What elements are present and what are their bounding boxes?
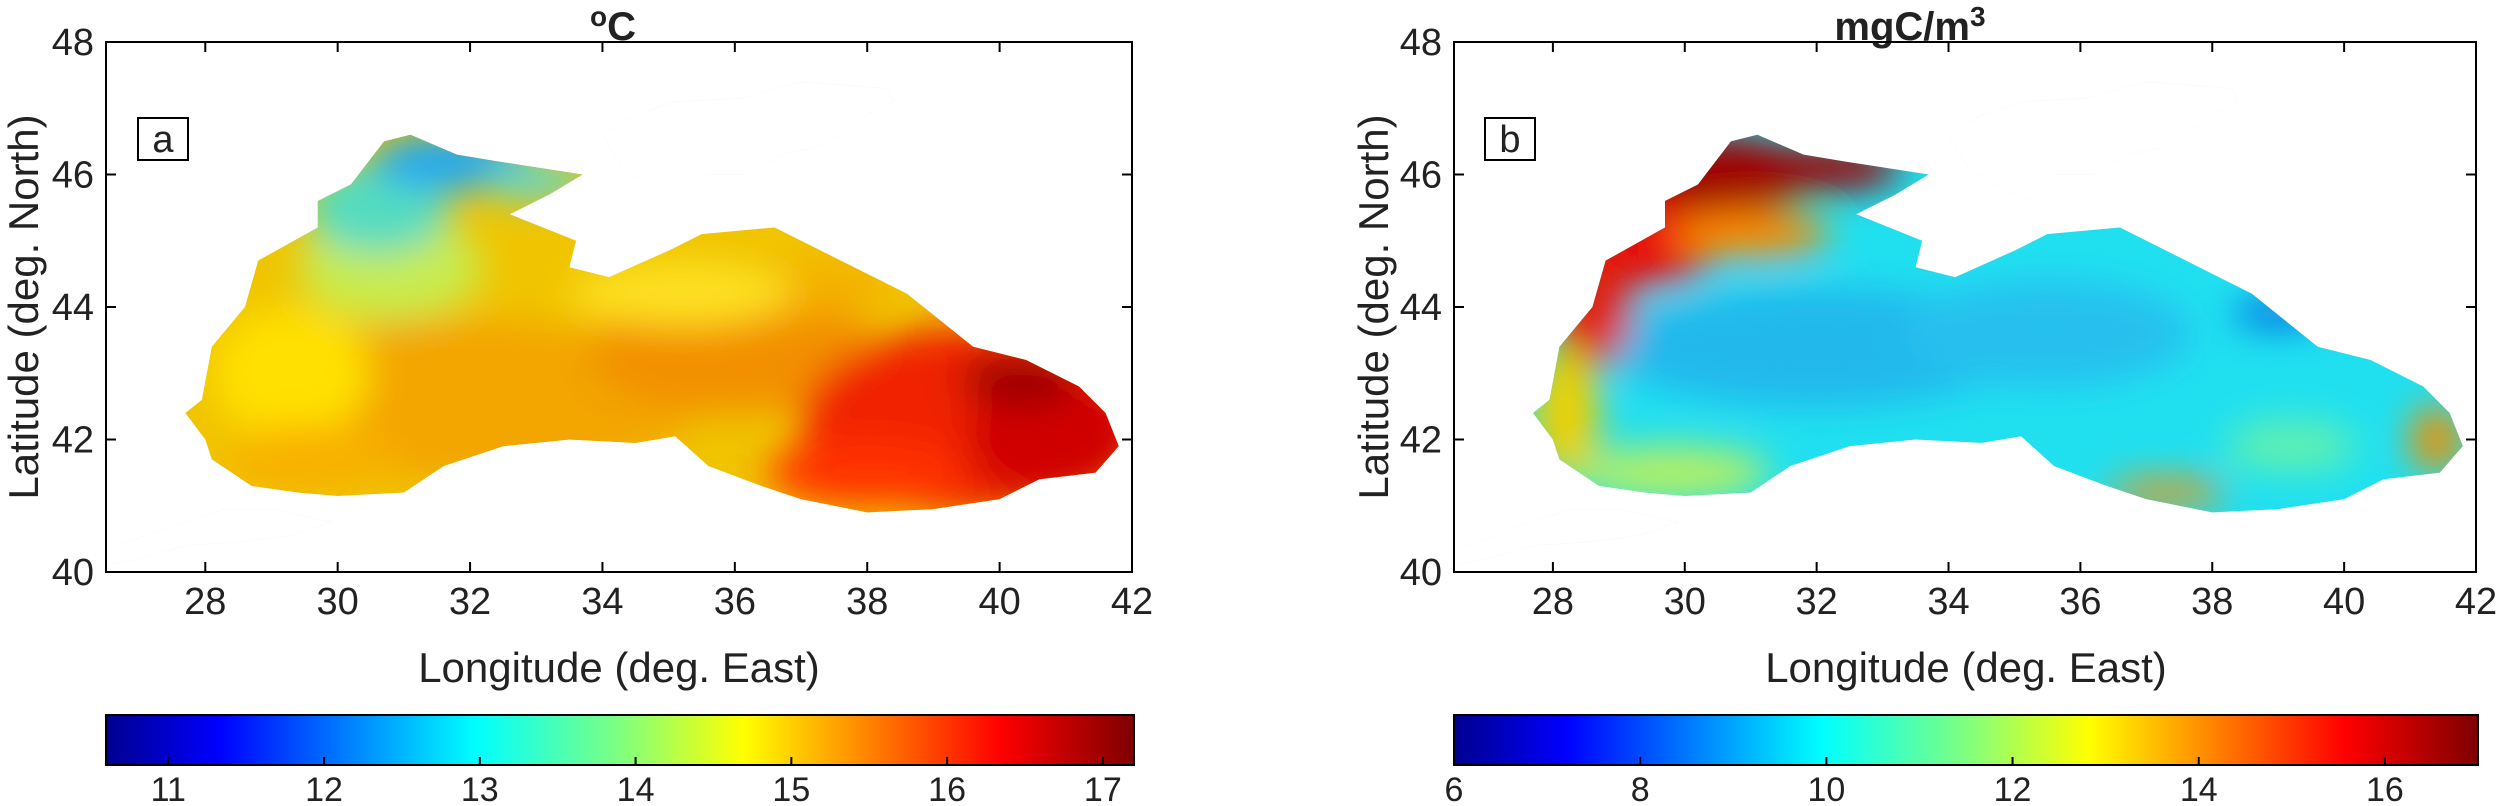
panel-b-xtick-label: 36 bbox=[2059, 581, 2101, 623]
panel-a-ytick-label: 46 bbox=[52, 155, 94, 197]
panel-a-ytick-label: 44 bbox=[52, 287, 94, 329]
panel-b-xtick-label: 32 bbox=[1796, 581, 1838, 623]
panel-b-ytick-label: 42 bbox=[1400, 420, 1442, 462]
panel-b-xtick-label: 30 bbox=[1664, 581, 1706, 623]
panel-b-map bbox=[1421, 42, 2500, 638]
panel-b-xtick-label: 38 bbox=[2191, 581, 2233, 623]
panel-a-map bbox=[73, 42, 1198, 638]
panel-b-colorbar-tick-label: 14 bbox=[2180, 771, 2218, 806]
panel-b-colorbar bbox=[1453, 714, 2479, 766]
panel-b-xtick-label: 42 bbox=[2455, 581, 2497, 623]
panel-b-xtick-label: 28 bbox=[1532, 581, 1574, 623]
panel-a-xtick-label: 34 bbox=[581, 581, 623, 623]
panel-a-xtick-label: 32 bbox=[449, 581, 491, 623]
panel-a-xtick-label: 42 bbox=[1111, 581, 1153, 623]
panel-a-colorbar-tick-label: 16 bbox=[928, 771, 966, 806]
panel-b-ytick-label: 46 bbox=[1400, 155, 1442, 197]
panel-a-xtick-label: 28 bbox=[184, 581, 226, 623]
panel-a: oC bbox=[0, 1, 1198, 806]
panel-a-axes: 28 30 32 34 36 38 40 42 40 42 44 46 48 bbox=[52, 22, 1153, 623]
panel-b-label: b bbox=[1499, 119, 1520, 161]
panel-a-xtick-label: 30 bbox=[317, 581, 359, 623]
panel-a-plot-area bbox=[73, 42, 1198, 638]
panel-a-xtick-label: 40 bbox=[978, 581, 1020, 623]
panel-a-xlabel: Longitude (deg. East) bbox=[418, 644, 820, 691]
panel-b-ytick-label: 44 bbox=[1400, 287, 1442, 329]
panel-a-xtick-label: 38 bbox=[846, 581, 888, 623]
panel-a-label-box bbox=[137, 117, 189, 161]
panel-a-xtick-label: 36 bbox=[714, 581, 756, 623]
panel-a-label: a bbox=[152, 119, 174, 161]
panel-a-coastline bbox=[106, 82, 1119, 566]
panel-b-label-box bbox=[1484, 117, 1536, 161]
panel-b-colorbar-tick-label: 12 bbox=[1994, 771, 2032, 806]
panel-a-colorbar-ticks: 11 12 13 14 15 16 17 bbox=[151, 757, 1122, 806]
panel-a-colorbar bbox=[105, 714, 1135, 766]
panel-b-ylabel: Latitude (deg. North) bbox=[1350, 114, 1397, 499]
panel-b-ytick-label: 40 bbox=[1400, 552, 1442, 594]
panel-b-carbon-field bbox=[1533, 134, 2463, 513]
panel-b-plot-area bbox=[1421, 42, 2500, 638]
panel-b-axes: 28 30 32 34 36 38 40 42 40 42 44 46 48 bbox=[1400, 22, 2497, 623]
panel-b: mgC/m3 bbox=[1350, 1, 2500, 806]
panel-b-coastline bbox=[1454, 82, 2463, 566]
panel-b-xtick-label: 34 bbox=[1927, 581, 1969, 623]
panel-b-xtick-label: 40 bbox=[2323, 581, 2365, 623]
panel-a-sst-field bbox=[185, 134, 1119, 513]
panel-b-colorbar-tick-label: 16 bbox=[2366, 771, 2404, 806]
panel-a-ylabel: Latitude (deg. North) bbox=[0, 114, 47, 499]
panel-a-colorbar-tick-label: 11 bbox=[151, 771, 186, 806]
panel-a-ytick-label: 42 bbox=[52, 420, 94, 462]
panel-b-xlabel: Longitude (deg. East) bbox=[1765, 644, 2167, 691]
panel-a-ytick-label: 40 bbox=[52, 552, 94, 594]
panel-a-ytick-label: 48 bbox=[52, 22, 94, 64]
panel-a-colorbar-tick-label: 17 bbox=[1084, 771, 1122, 806]
panel-b-ytick-label: 48 bbox=[1400, 22, 1442, 64]
panel-a-colorbar-tick-label: 13 bbox=[461, 771, 499, 806]
panel-b-colorbar-tick-label: 8 bbox=[1631, 771, 1650, 806]
panel-a-colorbar-tick-label: 15 bbox=[772, 771, 810, 806]
panel-b-colorbar-tick-label: 6 bbox=[1445, 771, 1464, 806]
panel-a-colorbar-tick-label: 14 bbox=[617, 771, 655, 806]
panel-a-colorbar-tick-label: 12 bbox=[305, 771, 343, 806]
panel-b-colorbar-tick-label: 10 bbox=[1807, 771, 1845, 806]
panel-b-colorbar-ticks: 6 8 10 12 14 16 bbox=[1445, 757, 2404, 806]
